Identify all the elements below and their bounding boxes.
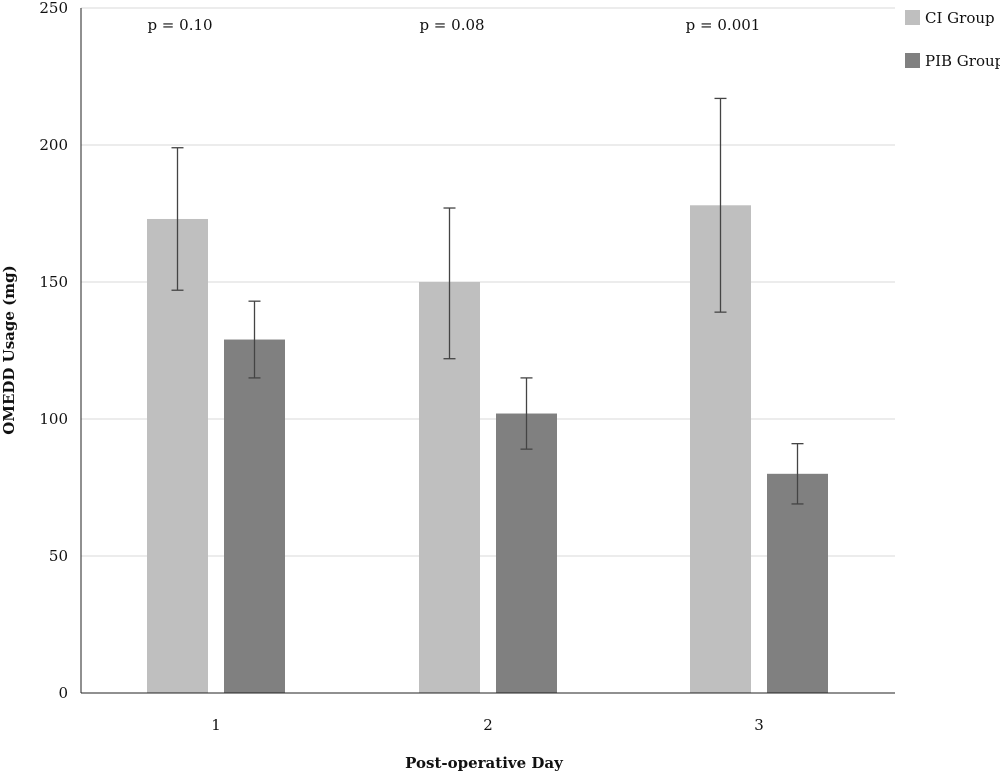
x-tick-label: 1	[211, 716, 221, 734]
y-tick-label: 200	[39, 136, 68, 154]
legend: CI Group PIB Group	[905, 9, 1000, 70]
bar-pib-day-1	[224, 339, 285, 693]
x-tick-label: 3	[754, 716, 764, 734]
p-value-label: p = 0.08	[419, 16, 484, 34]
y-tick-label: 150	[39, 273, 68, 291]
grid-lines	[81, 7, 895, 557]
legend-label: CI Group	[925, 9, 995, 27]
legend-swatch-ci	[905, 10, 920, 25]
y-tick-labels: 0 50 100 150 200 250	[39, 0, 68, 702]
legend-swatch-pib	[905, 53, 920, 68]
p-value-annotations: p = 0.10 p = 0.08 p = 0.001	[147, 16, 760, 34]
p-value-label: p = 0.001	[686, 16, 761, 34]
y-tick-label: 250	[39, 0, 68, 17]
x-tick-label: 2	[483, 716, 493, 734]
axes	[80, 8, 895, 694]
legend-label: PIB Group	[925, 52, 1000, 70]
p-value-label: p = 0.10	[147, 16, 212, 34]
x-axis-title: Post-operative Day	[405, 754, 564, 772]
x-tick-labels: 1 2 3	[211, 716, 764, 734]
y-tick-label: 100	[39, 410, 68, 428]
bar-pib-day-3	[767, 473, 828, 693]
bar-ci-day-1	[147, 218, 208, 694]
bars	[147, 205, 828, 694]
error-bars	[171, 97, 804, 505]
bar-pib-day-2	[496, 413, 557, 693]
y-axis-title: OMEDD Usage (mg)	[0, 265, 18, 434]
y-tick-label: 0	[58, 684, 68, 702]
y-tick-label: 50	[49, 547, 68, 565]
